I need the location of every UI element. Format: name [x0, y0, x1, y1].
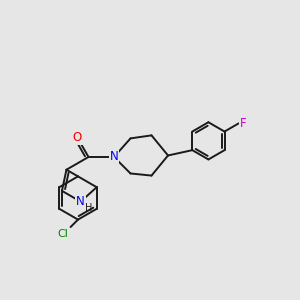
- Text: N: N: [110, 151, 118, 164]
- Text: Cl: Cl: [58, 230, 69, 239]
- Text: O: O: [73, 131, 82, 144]
- Text: H: H: [85, 203, 93, 213]
- Text: N: N: [76, 195, 85, 208]
- Text: F: F: [240, 117, 247, 130]
